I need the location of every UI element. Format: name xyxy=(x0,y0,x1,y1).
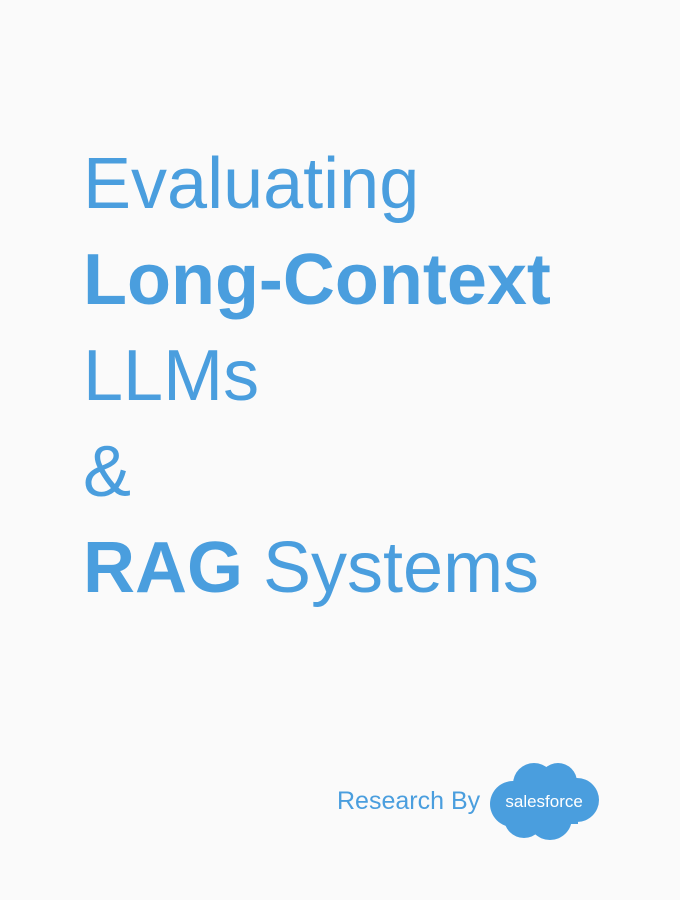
title-line-long-context: Long-Context xyxy=(83,240,551,320)
title-line-llms: LLMs xyxy=(83,336,260,416)
salesforce-cloud-icon xyxy=(490,763,600,840)
research-by-label: Research By xyxy=(337,787,481,815)
title-line-rag-systems: RAG Systems xyxy=(83,520,551,616)
title-line-evaluating: Evaluating xyxy=(83,144,420,224)
salesforce-logo: salesforce xyxy=(488,760,600,842)
cover-title: Evaluating Long-Context LLMs & RAG Syste… xyxy=(83,136,551,616)
title-rag-word: RAG xyxy=(83,528,243,608)
research-credit: Research By salesforce xyxy=(337,760,600,842)
title-systems-word: Systems xyxy=(243,528,540,608)
salesforce-logo-text: salesforce xyxy=(505,792,583,811)
title-line-ampersand: & xyxy=(83,432,132,512)
